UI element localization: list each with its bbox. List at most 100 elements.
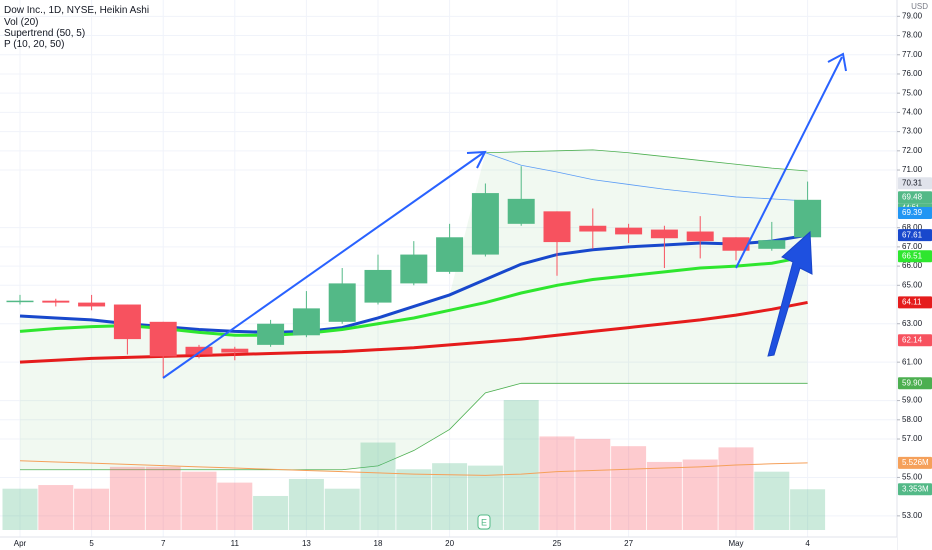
x-tick-label: 5 [89,539,94,548]
volume-bar [109,466,145,530]
volume-bar [38,485,74,530]
volume-bar [253,495,289,530]
y-tick-label: 65.00 [902,280,923,289]
price-tag: 67.61 [902,230,923,239]
band-upper [485,149,808,172]
candle-body [6,300,34,303]
volume-ma [19,460,808,476]
x-tick-label: 25 [553,539,562,548]
x-tick-label: 18 [374,539,383,548]
indicator-label: Vol (20) [4,17,38,28]
volume-bar [754,471,790,530]
y-tick-label: 74.00 [902,108,923,117]
candle-body [722,237,750,251]
indicator-label: Supertrend (50, 5) [4,28,85,39]
y-tick-label: 66.00 [902,261,923,270]
price-tag-bg [898,296,932,309]
volume-bar [288,478,324,530]
volume-bar [718,447,754,530]
price-tag-bg [898,191,932,204]
earnings-badge[interactable] [477,514,491,530]
band-lower [20,382,808,471]
candle-body [221,348,249,353]
earnings-marker[interactable]: E [481,517,487,527]
arrow-line [735,56,843,269]
volume-bar [646,461,682,530]
currency-label: USD [911,2,928,11]
volume-bar [682,459,718,530]
y-tick-label: 63.00 [902,319,923,328]
arrow-line [162,152,484,379]
volume-bar [611,446,647,530]
axis-layer: 79.00 78.00 77.00 76.00 75.00 74.00 73.00 72.00… [14,11,932,548]
candle-body [292,308,320,336]
x-tick-label: 11 [231,539,240,548]
candles-layer [6,166,822,378]
volume-bar [324,488,360,530]
price-tag: 66.51 [902,251,923,260]
price-tag-bg [898,334,932,347]
y-tick-label: 59.00 [902,396,923,405]
volume-tag-bg [898,456,932,469]
y-tick-label: 68.00 [902,223,923,232]
volume-bar [217,482,253,530]
volume-bar [145,466,181,530]
candle-body [149,321,177,357]
y-tick-label: 78.00 [902,31,923,40]
candle-body [436,237,464,272]
volume-bar [575,438,611,530]
x-tick-label: Apr [14,539,27,548]
chart-title: Dow Inc., 1D, NYSE, Heikin Ashi [4,5,149,16]
band-middle [485,152,808,202]
volume-bar [181,471,217,530]
volume-tag: 3.353M [902,484,929,493]
candle-body [686,231,714,242]
price-tag-bg [898,377,932,390]
thick-arrow [767,230,813,357]
price-tag: 70.31 [902,178,923,187]
ma-line [19,300,808,364]
annotation-arrows [162,52,847,379]
candle-body [328,283,356,322]
volume-bar [74,488,110,530]
candle-body [364,269,392,303]
price-tag: 69.48 [902,192,923,201]
candle-body [257,323,285,345]
y-tick-label: 61.00 [902,357,923,366]
x-tick-label: 13 [302,539,311,548]
y-tick-label: 72.00 [902,146,923,155]
candle-body [78,302,106,307]
price-tag-bg [898,177,932,190]
band-layer [20,149,808,471]
volume-bar [503,400,539,530]
volume-tag: 5.526M [902,458,929,467]
price-tag-bg [898,229,932,242]
band-fill [20,149,808,470]
x-tick-label: 4 [805,539,810,548]
price-tag: 62.14 [902,335,923,344]
candle-body [42,300,70,303]
price-tag: 69.39 [902,208,923,217]
volume-bar [539,436,575,530]
candle-body [185,346,213,355]
y-tick-label: 73.00 [902,127,923,136]
time-axis [0,537,897,550]
candle-body [794,199,822,238]
x-tick-label: 20 [445,539,454,548]
y-tick-label: 79.00 [902,11,923,20]
volume-bar [790,489,826,530]
volume-bar [396,469,432,530]
candle-body [579,225,607,232]
y-tick-label: 76.00 [902,69,923,78]
candle-body [615,227,643,235]
y-tick-label: 77.00 [902,50,923,59]
volume-bar [360,442,396,530]
candle-body [543,211,571,243]
y-tick-label: 55.00 [902,473,923,482]
x-tick-label: May [728,539,743,548]
y-tick-label: 57.00 [902,434,923,443]
candle-body [113,304,141,340]
